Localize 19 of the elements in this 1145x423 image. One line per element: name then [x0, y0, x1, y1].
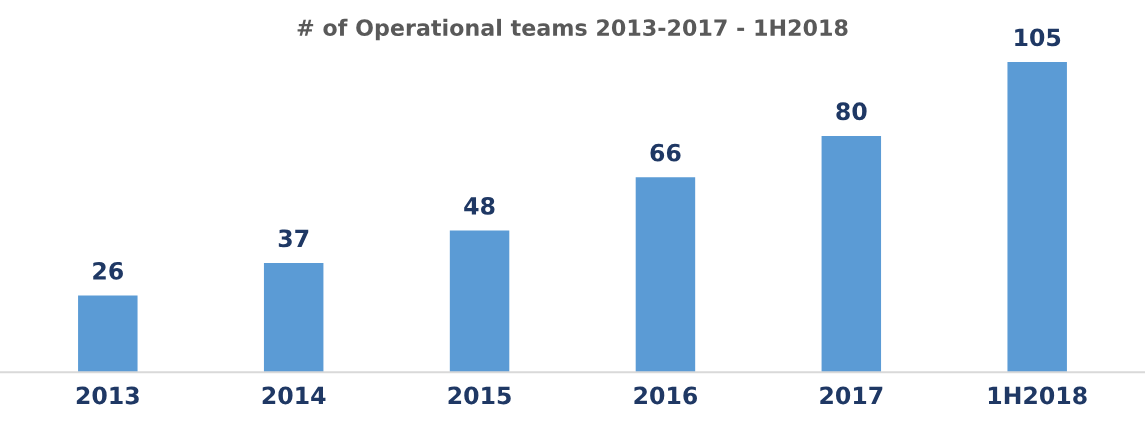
- x-tick-label: 1H2018: [988, 386, 1087, 405]
- data-label: 37: [278, 229, 309, 248]
- data-label: 26: [93, 261, 123, 280]
- data-label: 105: [1015, 28, 1061, 47]
- data-label: 48: [464, 196, 495, 215]
- bar: [449, 230, 510, 373]
- x-tick-label: 2017: [820, 386, 883, 405]
- bar: [263, 262, 324, 373]
- x-tick-label: 2016: [634, 386, 698, 405]
- x-tick-label: 2015: [448, 386, 511, 405]
- data-label: 80: [836, 102, 867, 121]
- data-label: 66: [650, 143, 681, 162]
- x-tick-label: 2014: [262, 386, 326, 405]
- bar: [635, 177, 696, 373]
- x-tick-label: 2013: [76, 386, 139, 405]
- bar: [78, 295, 138, 373]
- bar: [1007, 62, 1067, 373]
- bar: [821, 135, 882, 373]
- chart-title: # of Operational teams 2013-2017 - 1H2018: [297, 18, 848, 41]
